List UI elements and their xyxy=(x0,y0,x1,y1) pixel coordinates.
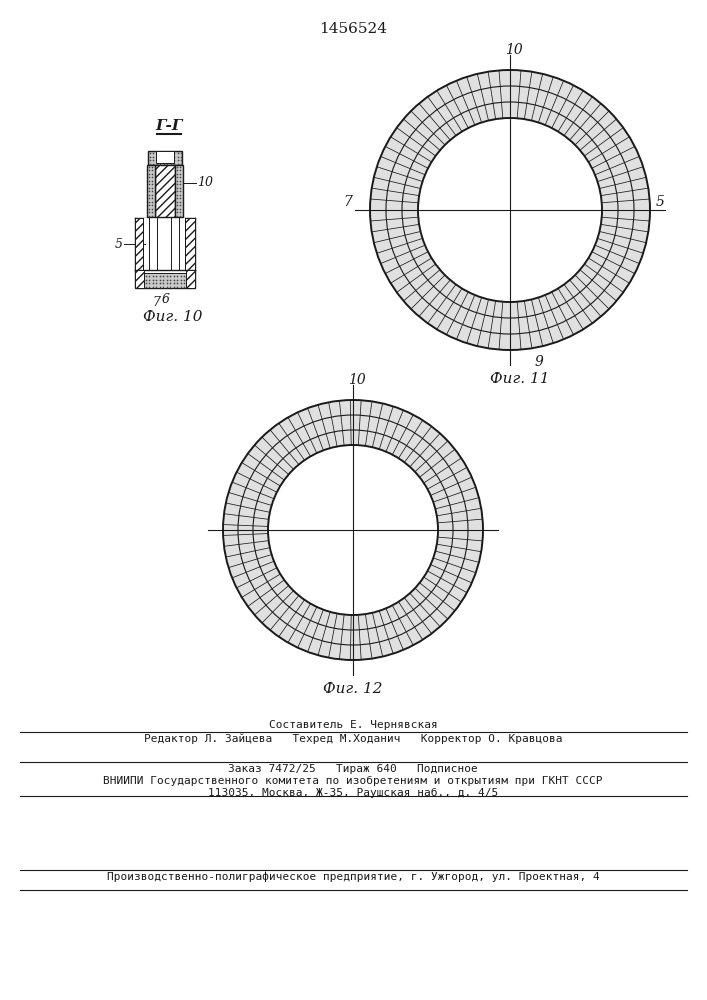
Text: 10: 10 xyxy=(505,43,522,57)
Text: 1456524: 1456524 xyxy=(319,22,387,36)
Text: 10: 10 xyxy=(348,373,366,387)
Text: Составитель Е. Чернявская: Составитель Е. Чернявская xyxy=(269,720,438,730)
Text: Заказ 7472/25   Тираж 640   Подписное: Заказ 7472/25 Тираж 640 Подписное xyxy=(228,764,478,774)
Polygon shape xyxy=(179,218,185,270)
Polygon shape xyxy=(185,218,195,270)
Polygon shape xyxy=(148,151,182,165)
Circle shape xyxy=(418,118,602,302)
Text: 10: 10 xyxy=(197,176,213,190)
Wedge shape xyxy=(223,400,483,660)
Text: 5: 5 xyxy=(656,195,665,209)
Text: 6: 6 xyxy=(162,293,170,306)
Polygon shape xyxy=(156,151,174,163)
Text: Г-Г: Г-Г xyxy=(156,119,182,133)
Text: Фиг. 11: Фиг. 11 xyxy=(490,372,550,386)
Polygon shape xyxy=(135,270,144,288)
Polygon shape xyxy=(186,270,195,288)
Text: 9: 9 xyxy=(535,355,544,369)
Polygon shape xyxy=(157,218,171,270)
Text: 5: 5 xyxy=(115,237,123,250)
Polygon shape xyxy=(147,165,155,217)
Text: Фиг. 12: Фиг. 12 xyxy=(323,682,382,696)
Polygon shape xyxy=(149,218,157,270)
Text: ВНИИПИ Государственного комитета по изобретениям и открытиям при ГКНТ СССР: ВНИИПИ Государственного комитета по изоб… xyxy=(103,776,603,786)
Polygon shape xyxy=(175,165,183,217)
Polygon shape xyxy=(135,218,143,270)
Text: Фиг. 10: Фиг. 10 xyxy=(144,310,203,324)
Circle shape xyxy=(268,445,438,615)
Text: Редактор Л. Зайцева   Техред М.Ходанич   Корректор О. Кравцова: Редактор Л. Зайцева Техред М.Ходанич Кор… xyxy=(144,734,562,744)
Text: 7: 7 xyxy=(343,195,352,209)
Polygon shape xyxy=(144,273,186,288)
Polygon shape xyxy=(171,218,179,270)
Polygon shape xyxy=(135,270,195,288)
Polygon shape xyxy=(143,218,149,270)
Text: 113035, Москва, Ж-35, Раушская наб., д. 4/5: 113035, Москва, Ж-35, Раушская наб., д. … xyxy=(208,788,498,798)
Text: Производственно-полиграфическое предприятие, г. Ужгород, ул. Проектная, 4: Производственно-полиграфическое предприя… xyxy=(107,872,600,882)
Polygon shape xyxy=(155,165,175,217)
Text: 7: 7 xyxy=(152,296,160,309)
Wedge shape xyxy=(370,70,650,350)
